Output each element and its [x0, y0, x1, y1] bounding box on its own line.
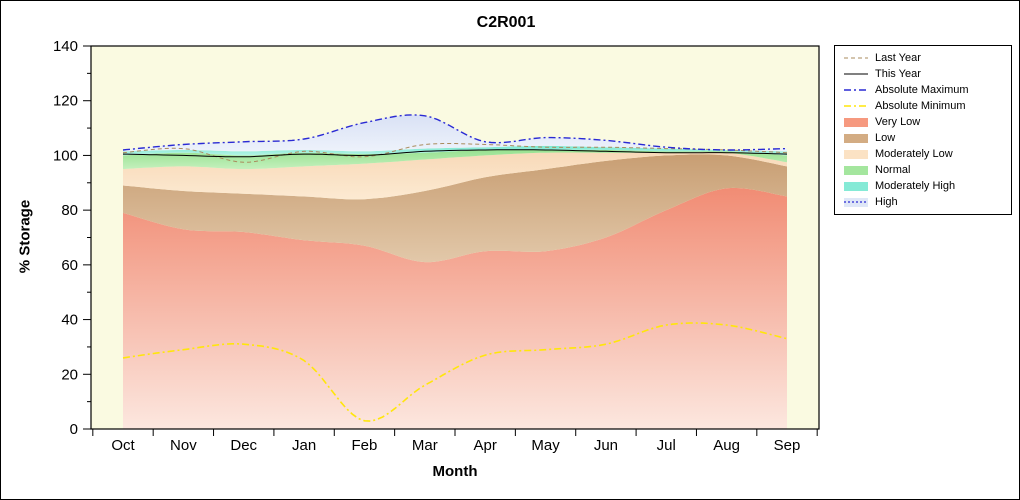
x-tick-label: Feb — [352, 437, 378, 454]
x-tick-label: Jun — [594, 437, 618, 454]
legend-item-this-year: This Year — [843, 67, 1003, 81]
legend-swatch-moderately-high — [844, 182, 868, 191]
x-tick-label: May — [531, 437, 560, 454]
y-tick-label: 80 — [61, 202, 78, 219]
legend-item-very-low: Very Low — [843, 115, 1003, 129]
band-moderately-low — [123, 152, 787, 200]
legend-label: Very Low — [875, 116, 921, 128]
y-axis: 0 20 40 60 80 100 120 140 — [53, 38, 91, 438]
band-low — [123, 154, 787, 263]
y-tick-label: 20 — [61, 366, 78, 383]
legend-swatch-normal — [844, 166, 868, 175]
legend-item-moderately-low: Moderately Low — [843, 147, 1003, 161]
legend-swatch-absolute-maximum — [844, 89, 868, 91]
y-tick-label: 120 — [53, 93, 78, 110]
x-tick-label: Oct — [111, 437, 135, 454]
y-tick-label: 0 — [70, 421, 78, 438]
legend-swatch-this-year — [844, 73, 868, 75]
legend-label: Moderately Low — [875, 148, 953, 160]
x-tick-label: Apr — [474, 437, 497, 454]
legend-item-normal: Normal — [843, 163, 1003, 177]
legend-label: Low — [875, 132, 896, 144]
y-tick-label: 60 — [61, 257, 78, 274]
legend-swatch-low — [844, 134, 868, 143]
y-tick-label: 40 — [61, 312, 78, 329]
y-axis-title: % Storage — [16, 199, 34, 274]
legend-swatch-very-low — [844, 118, 868, 127]
x-tick-label: Jul — [657, 437, 676, 454]
line-this-year — [123, 149, 788, 158]
legend-label: High — [875, 196, 898, 208]
band-very-low — [123, 187, 787, 429]
legend-swatch-absolute-minimum — [844, 105, 868, 107]
legend-item-absolute-minimum: Absolute Minimum — [843, 99, 1003, 113]
legend-label: Absolute Minimum — [875, 100, 966, 112]
x-tick-label: Sep — [774, 437, 801, 454]
legend-item-absolute-maximum: Absolute Maximum — [843, 83, 1003, 97]
x-tick-label: Dec — [230, 437, 257, 454]
line-absolute-minimum — [122, 322, 788, 422]
x-tick-label: Jan — [292, 437, 316, 454]
x-axis: Oct Nov Dec Jan Feb Mar Apr May Jun Jul Aug Sep — [92, 429, 818, 454]
legend-item-moderately-high: Moderately High — [843, 179, 1003, 193]
line-absolute-maximum — [122, 114, 788, 151]
legend-item-low: Low — [843, 131, 1003, 145]
x-tick-label: Nov — [170, 437, 197, 454]
y-tick-label: 140 — [53, 38, 78, 55]
legend-label: This Year — [875, 68, 921, 80]
chart-title: C2R001 — [476, 14, 536, 31]
x-tick-label: Mar — [412, 437, 438, 454]
legend-item-last-year: Last Year — [843, 51, 1003, 65]
legend-swatch-high — [844, 198, 868, 207]
legend-label: Absolute Maximum — [875, 84, 969, 96]
legend: Last Year This Year Absolute Maximum Absolu… — [834, 45, 1012, 215]
x-axis-title: Month — [432, 463, 478, 480]
y-tick-label: 100 — [53, 147, 78, 164]
legend-swatch-last-year — [844, 57, 868, 59]
line-last-year — [122, 143, 788, 163]
legend-label: Last Year — [875, 52, 921, 64]
x-tick-label: Aug — [713, 437, 740, 454]
legend-swatch-moderately-low — [844, 150, 868, 159]
legend-item-high: High — [843, 195, 1003, 209]
legend-label: Normal — [875, 164, 911, 176]
band-high — [123, 114, 787, 152]
legend-label: Moderately High — [875, 180, 956, 192]
